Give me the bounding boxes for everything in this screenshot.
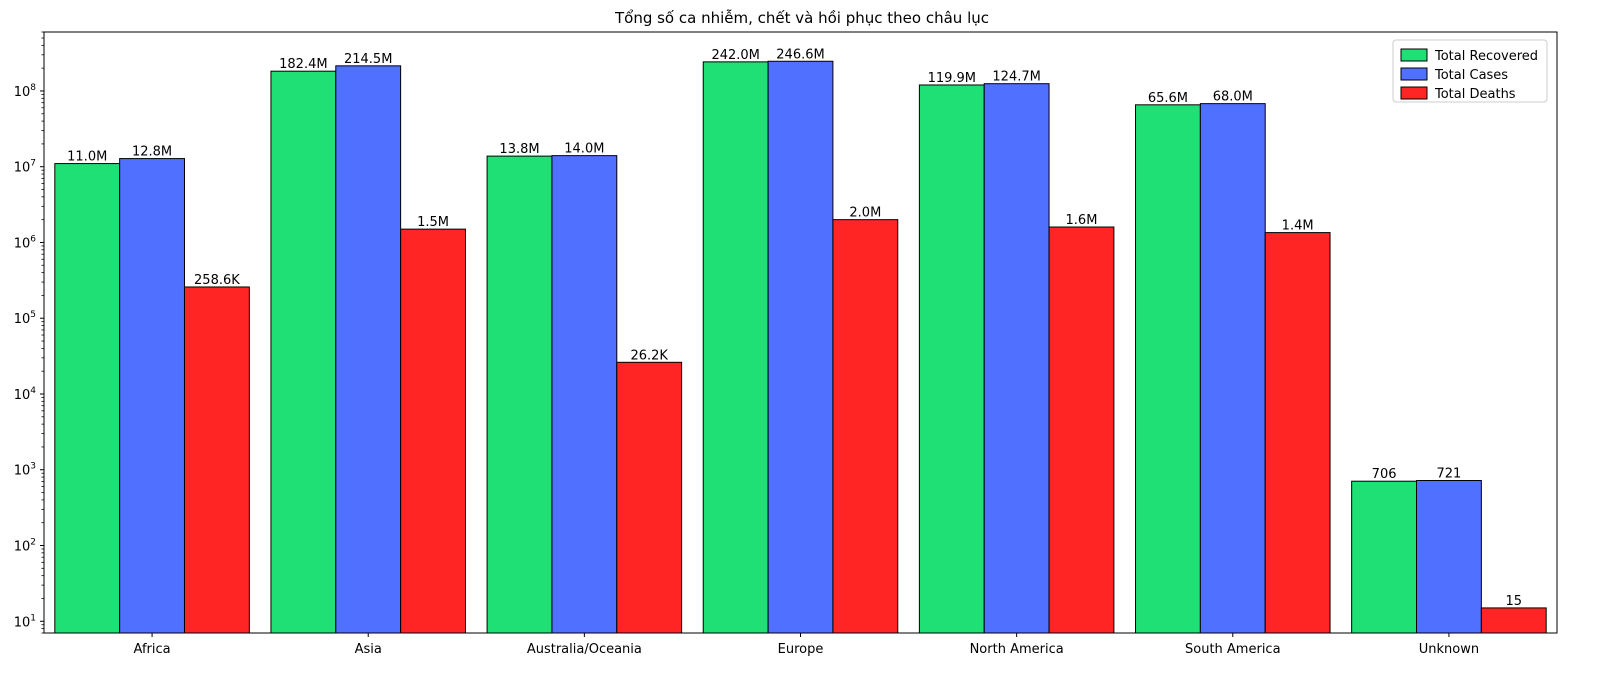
x-tick-label: Asia [355,642,382,657]
y-tick-exponent: 8 [30,83,36,93]
y-tick-label: 101 [14,613,36,630]
y-tick-base: 10 [14,388,31,403]
bar-total-recovered [54,163,121,634]
data-label: 706 [1372,467,1397,482]
y-tick-exponent: 6 [30,234,36,244]
legend-box [1392,39,1548,103]
data-label: 68.0M [1213,90,1253,105]
data-label: 11.0M [67,150,107,165]
bar-total-recovered [270,70,337,634]
y-tick-label: 103 [14,462,36,479]
y-tick-exponent: 3 [30,462,36,472]
legend-swatch [1400,67,1428,81]
bar-total-recovered [1351,480,1418,634]
y-tick-base: 10 [14,161,31,176]
data-label: 65.6M [1148,91,1188,106]
y-tick-base: 10 [14,540,31,555]
bar-total-deaths [832,219,899,634]
x-tick-label: Australia/Oceania [527,642,642,657]
data-label: 119.9M [928,71,976,86]
bar-total-cases [983,83,1050,634]
y-tick-base: 10 [14,312,31,327]
bar-total-recovered [702,61,769,634]
data-label: 242.0M [711,48,759,63]
bar-total-deaths [1264,232,1331,634]
legend: Total Recovered Total Cases Total Deaths [1392,39,1548,103]
bar-total-deaths [183,286,250,634]
bar-total-deaths [616,361,683,634]
bar-total-deaths [400,228,466,634]
bar-total-cases [767,60,834,634]
data-label: 1.5M [417,215,449,230]
plot-area: 11.0M182.4M13.8M242.0M119.9M65.6M70612.8… [14,31,1558,657]
x-tick-label: Africa [134,642,171,657]
bar-total-deaths [1048,226,1115,634]
chart-title: Tổng số ca nhiễm, chết và hồi phục theo … [614,9,989,27]
data-label: 13.8M [499,142,539,157]
y-tick-base: 10 [14,615,31,630]
bar-total-cases [1199,103,1266,634]
y-tick-label: 107 [14,159,36,176]
data-label: 26.2K [630,348,668,363]
x-tick-label: Europe [778,642,824,657]
data-label: 1.4M [1282,219,1314,234]
bar-total-deaths [1480,607,1547,634]
y-tick-label: 104 [14,386,37,403]
legend-label: Total Deaths [1434,87,1516,102]
y-tick-exponent: 4 [30,386,36,396]
data-label: 721 [1437,467,1462,482]
x-tick-label: North America [970,642,1064,657]
y-tick-base: 10 [14,236,31,251]
legend-label: Total Recovered [1434,49,1538,64]
x-tick-label: South America [1185,642,1281,657]
y-tick-exponent: 7 [30,159,36,169]
legend-swatch [1400,86,1428,100]
data-label: 182.4M [279,57,327,72]
y-tick-label: 102 [14,538,36,555]
y-tick-base: 10 [14,464,31,479]
data-label: 258.6K [194,273,240,288]
y-tick-exponent: 5 [30,310,36,320]
y-tick-label: 106 [14,234,37,251]
y-tick-label: 105 [14,310,36,327]
bar-total-cases [335,65,402,634]
data-label: 14.0M [564,142,604,157]
data-label: 15 [1505,594,1522,609]
data-label: 1.6M [1066,213,1098,228]
data-label: 124.7M [992,70,1040,85]
bar-total-cases [551,155,618,634]
bar-total-recovered [918,84,985,634]
bar-total-cases [1416,480,1482,634]
bar-total-recovered [1135,104,1201,634]
y-tick-exponent: 2 [30,538,36,548]
y-tick-base: 10 [14,85,31,100]
legend-swatch [1400,48,1428,62]
data-label: 214.5M [344,52,392,67]
data-label: 2.0M [849,206,881,221]
x-tick-label: Unknown [1419,642,1479,657]
data-label: 12.8M [132,145,172,160]
legend-label: Total Cases [1434,68,1508,83]
data-label: 246.6M [776,47,824,62]
bar-total-cases [119,158,185,634]
bar-total-recovered [486,155,553,634]
y-tick-label: 108 [14,83,37,100]
y-tick-exponent: 1 [30,613,36,623]
